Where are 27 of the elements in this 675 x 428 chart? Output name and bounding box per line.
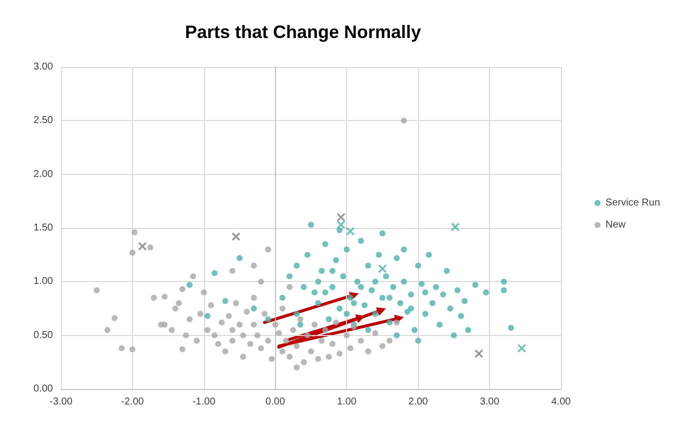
x-tick-label: 1.00 [336, 396, 357, 408]
y-tick-label: 3.00 [34, 62, 54, 72]
y-tick-label: 0.50 [34, 330, 54, 341]
point [450, 222, 460, 232]
legend-label: Service Run [606, 198, 660, 208]
point [138, 242, 147, 251]
chart-title: Parts that Change Normally [184, 22, 422, 42]
point [232, 232, 240, 241]
x-tick-label: 2.00 [408, 396, 428, 408]
x-tick-label: 4.00 [551, 396, 572, 408]
y-tick-label: 2.00 [34, 168, 54, 180]
point [346, 226, 355, 236]
point [336, 212, 346, 222]
point [378, 264, 387, 274]
point [336, 220, 346, 230]
x-tick-label: 3.00 [480, 396, 500, 408]
legend-label: New [606, 220, 626, 230]
y-tick-label: 1.50 [34, 222, 54, 234]
x-tick-label: -2.00 [121, 396, 144, 408]
point [474, 349, 484, 358]
point [517, 344, 526, 353]
x-tick-label: 0.00 [266, 396, 286, 408]
x-tick-label: -1.00 [192, 396, 216, 408]
y-tick-label: 0.00 [34, 384, 54, 394]
y-tick-label: 2.50 [34, 115, 54, 126]
x-tick-label: -3.00 [50, 396, 73, 408]
y-tick-label: 1.00 [34, 276, 54, 288]
